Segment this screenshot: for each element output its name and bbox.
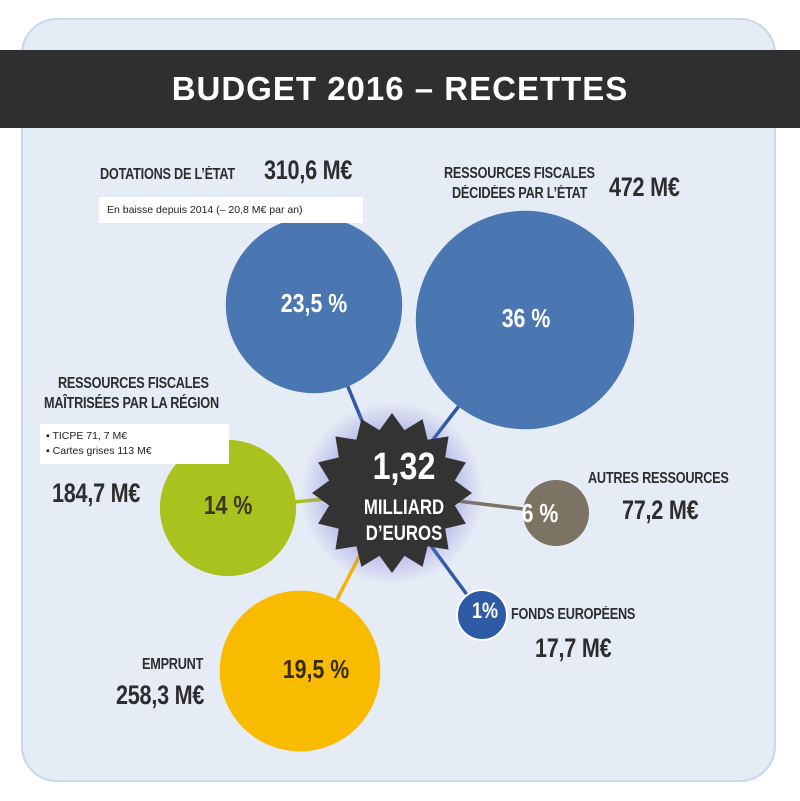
note-ticpe-text: TICPE 71, 7 M€: [52, 430, 128, 442]
percent-emprunt: 19,5 %: [282, 654, 350, 684]
percent-ressources-region: 14 %: [203, 490, 253, 520]
center-total-value: 1,32: [372, 446, 436, 488]
label-dotations: DOTATIONS DE L’ÉTAT: [100, 166, 235, 183]
amount-ressources-region: 184,7 M€: [52, 478, 141, 508]
percent-autres: 6 %: [521, 498, 559, 528]
title-banner: [0, 50, 800, 128]
amount-dotations: 310,6 M€: [264, 155, 353, 185]
bubble-dotations: [225, 216, 403, 394]
amount-autres: 77,2 M€: [622, 495, 699, 525]
note-item-ticpe: ▪ TICPE 71, 7 M€: [46, 430, 128, 442]
amount-ressources-etat: 472 M€: [609, 172, 680, 202]
bubble-autres: [523, 480, 589, 546]
center-total-unit-line1: MILLIARD: [363, 496, 445, 519]
chart-title: BUDGET 2016 – RECETTES: [171, 70, 629, 107]
label-ressources-etat-line1: RESSOURCES FISCALES: [444, 165, 595, 182]
percent-ressources-etat: 36 %: [501, 303, 551, 333]
bubble-ressources_region: [159, 439, 297, 577]
center-total-unit-line2: D’EUROS: [365, 522, 443, 545]
note-dotations: En baisse depuis 2014 (– 20,8 M€ par an): [99, 197, 363, 223]
percent-fonds: 1%: [471, 598, 499, 623]
label-ressources-etat-line2: DÉCIDÉES PAR L’ÉTAT: [452, 185, 588, 202]
bubble-fonds: [456, 589, 508, 641]
amount-fonds: 17,7 M€: [535, 633, 612, 663]
infographic-card: [21, 18, 776, 782]
percent-dotations: 23,5 %: [280, 288, 348, 318]
label-autres: AUTRES RESSOURCES: [588, 470, 729, 487]
center-star: [312, 413, 472, 573]
label-emprunt: EMPRUNT: [142, 656, 204, 673]
bubble-ressources_etat: [415, 210, 635, 430]
amount-emprunt: 258,3 M€: [116, 680, 205, 710]
label-ressources-region-line1: RESSOURCES FISCALES: [58, 375, 209, 392]
label-fonds: FONDS EUROPÉENS: [511, 606, 636, 623]
note-cartes-grises-text: Cartes grises 113 M€: [52, 445, 152, 457]
bubble-emprunt: [219, 590, 381, 752]
note-ressources-region: ▪ TICPE 71, 7 M€ ▪ Cartes grises 113 M€: [40, 424, 229, 464]
note-item-cartes-grises: ▪ Cartes grises 113 M€: [46, 445, 152, 457]
label-ressources-region-line2: MAÎTRISÉES PAR LA RÉGION: [44, 395, 219, 412]
